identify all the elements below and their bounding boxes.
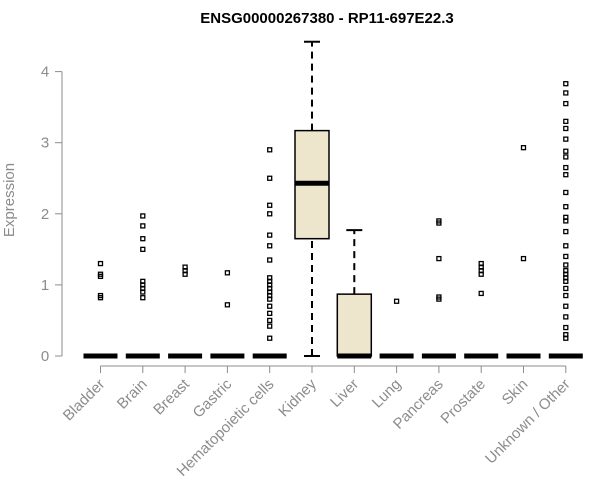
outlier-point xyxy=(520,145,527,151)
x-tick-label: Lung xyxy=(369,376,405,412)
box-breast xyxy=(168,264,203,359)
outlier-point xyxy=(224,302,231,308)
x-tick-label: Bladder xyxy=(60,376,109,425)
outlier-point xyxy=(267,317,273,324)
x-tick-label: Skin xyxy=(499,376,532,409)
outlier-point xyxy=(563,148,569,154)
outlier-point xyxy=(224,270,231,276)
box-lung xyxy=(379,298,414,359)
outlier-point xyxy=(478,290,484,297)
outlier-point xyxy=(563,100,569,107)
y-axis: 0 1 2 3 4 xyxy=(41,64,63,365)
outlier-point xyxy=(563,118,569,125)
outlier-point xyxy=(140,278,146,284)
x-tick-label: Kidney xyxy=(275,375,320,420)
outlier-point xyxy=(182,264,188,270)
outlier-point xyxy=(393,298,400,304)
outlier-point xyxy=(97,292,104,299)
y-tick-label: 0 xyxy=(41,348,49,365)
chart-title: ENSG00000267380 - RP11-697E22.3 xyxy=(200,10,454,27)
x-tick-label: Liver xyxy=(327,376,362,411)
y-tick-label: 2 xyxy=(41,206,49,223)
x-tick-label: Brain xyxy=(114,376,151,413)
outlier-point xyxy=(436,294,442,300)
y-axis-label: Expression xyxy=(1,163,18,237)
box-gastric xyxy=(210,270,245,359)
box-kidney xyxy=(294,40,330,357)
outlier-point xyxy=(478,260,484,267)
outlier-point xyxy=(267,310,273,316)
outlier-point xyxy=(436,255,442,262)
outlier-point xyxy=(563,268,569,274)
outlier-point xyxy=(520,255,527,262)
outlier-point xyxy=(563,253,569,260)
outlier-point xyxy=(563,262,569,268)
y-tick-label: 1 xyxy=(41,277,49,294)
box-pancreas xyxy=(421,218,456,359)
outlier-point xyxy=(267,275,273,281)
outlier-point xyxy=(140,295,146,301)
outlier-point xyxy=(563,164,569,171)
box-brain xyxy=(125,213,160,359)
box-unknown-other xyxy=(548,81,583,359)
outlier-point xyxy=(563,285,569,292)
outlier-point xyxy=(97,271,104,277)
outlier-point xyxy=(563,324,569,331)
outlier-point xyxy=(267,243,273,249)
outlier-point xyxy=(267,257,273,263)
x-tick-label: Breast xyxy=(150,375,193,418)
outlier-point xyxy=(140,246,146,253)
outlier-point xyxy=(563,125,569,132)
outlier-point xyxy=(436,218,442,224)
outlier-point xyxy=(140,223,146,229)
outlier-point xyxy=(563,303,569,309)
outlier-point xyxy=(267,323,273,329)
outlier-point xyxy=(563,81,569,87)
y-tick-label: 3 xyxy=(41,135,49,152)
box-liver xyxy=(336,229,373,359)
outlier-point xyxy=(563,332,569,338)
outlier-point xyxy=(563,154,569,160)
box-skin xyxy=(506,145,541,359)
outlier-point xyxy=(267,202,273,208)
box-iqr xyxy=(336,293,373,357)
outlier-point xyxy=(563,172,569,178)
outlier-point xyxy=(140,213,146,219)
outlier-point xyxy=(97,260,104,267)
outlier-point xyxy=(563,228,569,235)
box-bladder xyxy=(83,260,118,359)
outlier-point xyxy=(563,292,569,299)
outlier-point xyxy=(563,243,569,249)
y-tick-label: 4 xyxy=(41,64,49,81)
outlier-point xyxy=(267,232,273,238)
box-hematopoietic-cells xyxy=(252,147,287,359)
outlier-point xyxy=(563,314,569,320)
outlier-point xyxy=(140,236,146,242)
outlier-point xyxy=(563,214,569,221)
outlier-point xyxy=(267,335,273,341)
outlier-point xyxy=(267,211,273,217)
outlier-point xyxy=(267,175,273,181)
outlier-point xyxy=(267,147,273,153)
box-group xyxy=(83,40,583,359)
outlier-point xyxy=(563,136,569,142)
x-tick-label: Prostate xyxy=(437,376,489,428)
outlier-point xyxy=(563,189,569,196)
outlier-point xyxy=(267,303,273,309)
outlier-point xyxy=(563,90,569,96)
box-prostate xyxy=(464,260,499,359)
outlier-point xyxy=(563,204,569,210)
